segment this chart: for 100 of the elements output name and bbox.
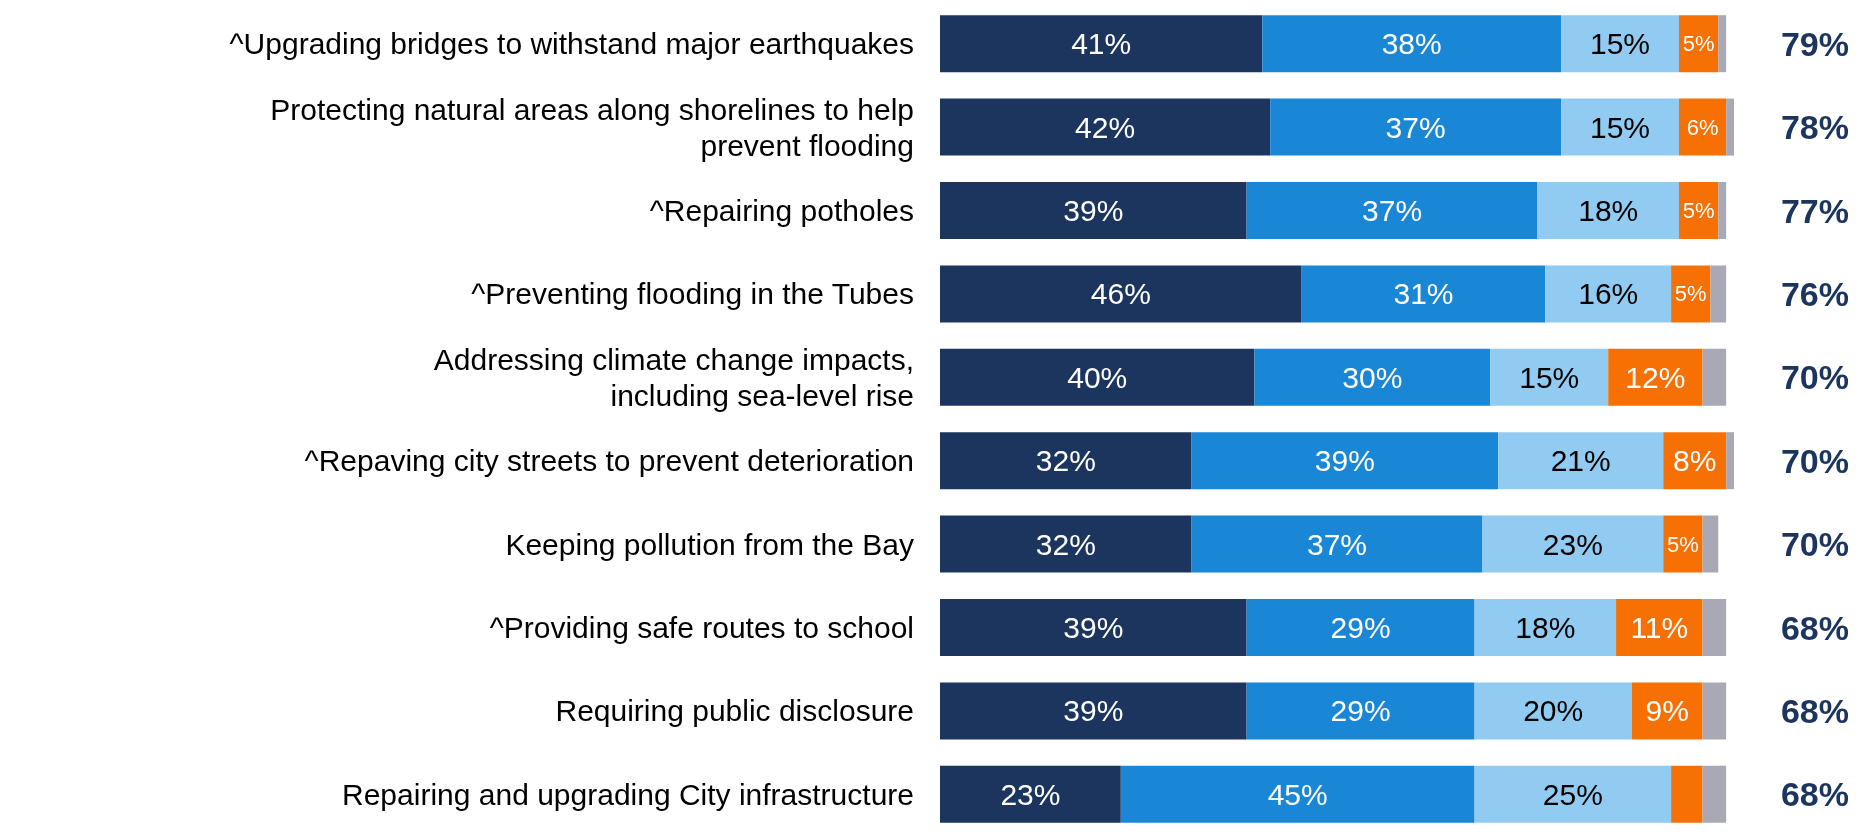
data-label: 15%: [1519, 360, 1580, 394]
bar: [1537, 182, 1679, 239]
bar: [1718, 182, 1727, 239]
bar: [1474, 682, 1632, 740]
text: 70%: [1780, 441, 1850, 480]
text: 70%: [1780, 358, 1850, 397]
bar: [1718, 15, 1727, 73]
y-tick-label: ^Repairing potholes: [649, 194, 914, 227]
y-tick-label: ^Upgrading bridges to withstand major earthquakes: [229, 27, 914, 61]
y-tick-label: Addressing climate change impacts, including sea-level rise: [433, 342, 914, 412]
data-label: 37%: [1385, 110, 1446, 144]
data-label: 20%: [1523, 694, 1584, 728]
data-label: 37%: [1362, 194, 1423, 227]
data-label: 12%: [1625, 360, 1686, 394]
y-tick-label: ^Providing safe routes to school: [489, 611, 914, 644]
bar: [1702, 599, 1727, 656]
bar: [1301, 265, 1546, 323]
data-label: 5%: [1674, 281, 1707, 307]
data-label: 32%: [1035, 527, 1096, 561]
bar: [1702, 348, 1727, 406]
bar: [1608, 348, 1703, 406]
y-tick-label: Protecting natural areas along shorelines to help prevent flooding: [270, 92, 914, 162]
data-label: 23%: [1000, 777, 1061, 811]
data-label: 6%: [1686, 114, 1719, 140]
text: 78%: [1780, 108, 1850, 147]
bar: [1726, 98, 1734, 156]
data-label: 15%: [1589, 110, 1651, 144]
y-tick-label: ^Preventing flooding in the Tubes: [471, 277, 914, 311]
data-label: 8%: [1673, 444, 1717, 478]
data-label: 29%: [1330, 611, 1391, 644]
data-label: 5%: [1682, 198, 1715, 223]
bar: [1671, 765, 1703, 823]
bar: [1710, 265, 1727, 323]
data-label: 39%: [1063, 611, 1124, 644]
bar: [1482, 515, 1664, 573]
bar: [1246, 182, 1538, 239]
data-label: 39%: [1063, 194, 1124, 227]
text: 77%: [1780, 191, 1850, 230]
bar: [1120, 765, 1475, 823]
data-label: 5%: [1682, 31, 1715, 57]
data-label: 31%: [1393, 277, 1454, 311]
bar: [1678, 98, 1727, 156]
data-label: 39%: [1314, 444, 1375, 478]
bar: [1191, 432, 1499, 490]
bar: [940, 98, 1271, 156]
data-label: 45%: [1267, 777, 1328, 811]
bar: [940, 265, 1302, 323]
y-tick-label: ^Repaving city streets to prevent deterioration: [304, 444, 914, 478]
bar: [1262, 15, 1562, 73]
text: 70%: [1780, 525, 1850, 564]
bar: [940, 599, 1247, 656]
text: 76%: [1780, 274, 1850, 313]
text: 79%: [1780, 24, 1850, 63]
data-label: 25%: [1542, 777, 1603, 811]
bar: [1474, 765, 1672, 823]
data-label: 9%: [1645, 694, 1689, 728]
y-tick-label: Requiring public disclosure: [555, 694, 914, 728]
bar: [1270, 98, 1562, 156]
bar: [1498, 432, 1664, 490]
data-label: 11%: [1630, 611, 1689, 644]
data-label: 23%: [1542, 527, 1603, 561]
bar: [940, 682, 1247, 740]
bar: [1631, 682, 1703, 740]
data-label: 41%: [1071, 27, 1132, 61]
bar: [1702, 515, 1719, 573]
bar: [1663, 515, 1703, 573]
bar: [940, 765, 1121, 823]
bar: [1254, 348, 1491, 406]
bar: [940, 15, 1263, 73]
data-label: 5%: [1667, 531, 1699, 557]
bar: [1616, 599, 1703, 656]
data-label: 37%: [1306, 527, 1368, 561]
text: 68%: [1780, 691, 1850, 730]
bar: [1246, 599, 1475, 656]
bar: [1561, 98, 1679, 156]
data-label: 46%: [1090, 277, 1151, 311]
y-tick-label: Keeping pollution from the Bay: [505, 527, 914, 561]
bar: [940, 348, 1255, 406]
data-label: 18%: [1515, 611, 1576, 644]
text: 68%: [1780, 775, 1850, 814]
text: 68%: [1780, 608, 1850, 647]
data-label: 30%: [1342, 360, 1403, 394]
bar: [1191, 515, 1483, 573]
bar: [1702, 682, 1727, 740]
bar: [940, 182, 1247, 239]
data-label: 42%: [1075, 110, 1136, 144]
bar: [1726, 432, 1734, 490]
bar: [940, 432, 1192, 490]
data-label: 29%: [1330, 694, 1391, 728]
data-label: 18%: [1578, 194, 1639, 227]
bar: [940, 515, 1192, 573]
bar: [1545, 265, 1672, 323]
data-label: 40%: [1067, 360, 1128, 394]
data-label: 32%: [1035, 444, 1096, 478]
y-tick-label: Repairing and upgrading City infrastructure: [342, 777, 914, 811]
data-label: 39%: [1063, 694, 1124, 728]
bar: [1490, 348, 1609, 406]
data-label: 21%: [1550, 444, 1611, 478]
bar: [1702, 765, 1727, 823]
data-label: 38%: [1381, 27, 1442, 61]
